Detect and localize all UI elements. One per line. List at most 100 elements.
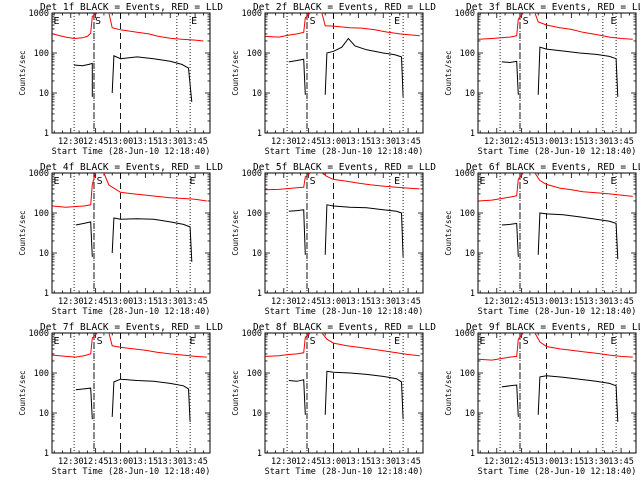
x-tick-label: 13:15 — [559, 457, 585, 467]
y-tick-label: 1 — [44, 129, 49, 139]
y-tick-label: 1 — [257, 129, 262, 139]
x-tick-label: 13:45 — [608, 297, 634, 307]
x-tick-label: 13:15 — [346, 297, 372, 307]
plot-frame — [264, 332, 424, 454]
events-series-line — [288, 209, 306, 255]
chart-title: Det 4f BLACK = Events, RED = LLD — [40, 162, 223, 173]
lld-series-line — [52, 173, 207, 208]
y-tick-label: 100 — [460, 209, 475, 219]
x-tick-label: 13:15 — [346, 137, 372, 147]
events-series-line — [501, 60, 519, 95]
chart-title: Det 2f BLACK = Events, RED = LLD — [253, 2, 436, 13]
x-tick-label: 13:00 — [534, 297, 560, 307]
x-tick-label: 13:00 — [534, 457, 560, 467]
y-tick-label: 1000 — [29, 9, 49, 19]
lld-series-line — [52, 13, 204, 42]
events-series-line — [324, 204, 404, 257]
events-series-line — [501, 384, 519, 417]
y-tick-label: 10 — [465, 409, 475, 419]
x-tick-label: 13:30 — [583, 137, 609, 147]
x-tick-label: 13:15 — [346, 457, 372, 467]
y-axis-label: Counts/sec — [444, 370, 453, 415]
x-tick-label: 13:45 — [395, 297, 421, 307]
y-tick-label: 1 — [257, 289, 262, 299]
x-tick-label: 12:30 — [484, 457, 510, 467]
x-tick-label: 13:45 — [395, 457, 421, 467]
y-tick-label: 10 — [252, 89, 262, 99]
x-tick-label: 13:30 — [370, 297, 396, 307]
events-series-line — [501, 222, 519, 257]
x-tick-label: 12:30 — [271, 137, 297, 147]
marker-label-end: E — [610, 176, 616, 187]
x-tick-label: 12:45 — [509, 457, 535, 467]
y-tick-label: 1 — [44, 449, 49, 459]
marker-label-end: E — [189, 336, 195, 347]
chart-panel-6: Det 6f BLACK = Events, RED = LLD 1 10 100 10… — [444, 162, 640, 317]
y-tick-label: 100 — [460, 49, 475, 59]
plot-frame — [51, 172, 211, 294]
marker-label-start: S — [523, 16, 529, 27]
x-tick-label: 13:45 — [608, 137, 634, 147]
marker-label-start: S — [97, 176, 103, 187]
y-axis-label: Counts/sec — [231, 50, 240, 95]
marker-label-end: E — [54, 336, 60, 347]
x-tick-label: 13:15 — [133, 137, 159, 147]
x-tick-label: 12:30 — [58, 457, 84, 467]
x-tick-label: 12:45 — [296, 137, 322, 147]
lld-series-line — [478, 333, 633, 361]
chart-panel-1: Det 1f BLACK = Events, RED = LLD 1 10 100 10… — [18, 2, 223, 157]
y-tick-label: 1 — [44, 289, 49, 299]
y-axis-label: Counts/sec — [444, 50, 453, 95]
y-axis-label: Counts/sec — [18, 370, 27, 415]
x-tick-label: 13:30 — [370, 137, 396, 147]
y-tick-label: 10 — [39, 249, 49, 259]
plot-frame — [477, 12, 637, 134]
x-tick-label: 13:30 — [157, 457, 183, 467]
events-series-line — [537, 375, 619, 422]
y-axis-label: Counts/sec — [444, 210, 453, 255]
lld-series-line — [478, 13, 633, 40]
events-series-line — [111, 217, 193, 262]
chart-title: Det 3f BLACK = Events, RED = LLD — [466, 2, 640, 13]
x-tick-label: 12:30 — [271, 297, 297, 307]
x-axis-label: Start Time (28-Jun-10 12:18:40) — [478, 307, 637, 317]
y-tick-label: 10 — [39, 409, 49, 419]
x-axis-label: Start Time (28-Jun-10 12:18:40) — [52, 307, 211, 317]
y-tick-label: 100 — [34, 209, 49, 219]
events-series-line — [324, 370, 404, 420]
x-tick-label: 13:45 — [395, 137, 421, 147]
chart-title: Det 1f BLACK = Events, RED = LLD — [40, 2, 223, 13]
x-tick-label: 12:45 — [296, 297, 322, 307]
x-tick-label: 12:30 — [484, 137, 510, 147]
chart-panel-5: Det 5f BLACK = Events, RED = LLD 1 10 100 10… — [231, 162, 436, 317]
x-tick-label: 13:00 — [321, 297, 347, 307]
events-series-line — [75, 387, 93, 420]
events-series-line — [288, 379, 306, 415]
marker-label-start: S — [523, 336, 529, 347]
chart-panel-2: Det 2f BLACK = Events, RED = LLD 1 10 100 10… — [231, 2, 436, 157]
x-tick-label: 13:30 — [583, 457, 609, 467]
x-tick-label: 13:00 — [534, 137, 560, 147]
y-tick-label: 100 — [34, 369, 49, 379]
y-tick-label: 1000 — [29, 169, 49, 179]
x-tick-label: 13:00 — [321, 137, 347, 147]
x-tick-label: 12:30 — [271, 457, 297, 467]
marker-label-start: S — [97, 336, 103, 347]
x-tick-label: 13:30 — [583, 297, 609, 307]
x-axis-label: Start Time (28-Jun-10 12:18:40) — [265, 147, 424, 157]
x-tick-label: 12:45 — [509, 137, 535, 147]
y-tick-label: 10 — [252, 249, 262, 259]
y-tick-label: 1000 — [242, 329, 262, 339]
marker-label-end: E — [54, 176, 60, 187]
x-axis-label: Start Time (28-Jun-10 12:18:40) — [478, 147, 637, 157]
y-axis-label: Counts/sec — [18, 210, 27, 255]
y-tick-label: 1000 — [29, 329, 49, 339]
y-tick-label: 100 — [34, 49, 49, 59]
x-tick-label: 13:30 — [370, 457, 396, 467]
y-axis-label: Counts/sec — [231, 210, 240, 255]
y-tick-label: 10 — [39, 89, 49, 99]
lld-series-line — [265, 333, 420, 357]
marker-label-end: E — [394, 16, 400, 27]
marker-label-end: E — [610, 336, 616, 347]
